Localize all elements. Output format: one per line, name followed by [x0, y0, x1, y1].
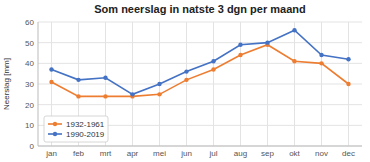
legend-box	[44, 116, 108, 142]
data-point	[76, 94, 80, 98]
legend-marker	[53, 132, 57, 136]
data-point	[76, 78, 80, 82]
data-point	[265, 40, 269, 44]
data-point	[319, 61, 323, 65]
y-axis-label: Neerslag [mm]	[2, 58, 11, 110]
chart-title: Som neerslag in natste 3 dgn per maand	[94, 3, 306, 15]
y-tick-label: 0	[30, 142, 35, 151]
y-grid-line	[38, 104, 362, 105]
data-point	[346, 82, 350, 86]
data-point	[184, 78, 188, 82]
data-point	[346, 57, 350, 61]
y-tick-label: 20	[25, 101, 34, 110]
data-point	[157, 82, 161, 86]
x-tick-label: mrt	[100, 149, 112, 158]
y-grid-line	[38, 84, 362, 85]
y-tick-label: 50	[25, 39, 34, 48]
x-tick-label: apr	[127, 149, 139, 158]
y-grid-line	[38, 42, 362, 43]
x-tick-label: mei	[153, 149, 166, 158]
x-grid-line	[321, 22, 322, 146]
y-grid-line	[38, 22, 362, 23]
y-tick-label: 30	[25, 80, 34, 89]
data-point	[184, 69, 188, 73]
y-tick-label: 40	[25, 59, 34, 68]
series-line	[52, 45, 349, 97]
y-tick-label: 60	[25, 18, 34, 27]
x-tick-label: aug	[234, 149, 247, 158]
legend-label: 1990-2019	[66, 130, 105, 139]
x-tick-label: dec	[342, 149, 355, 158]
x-tick-label: jan	[45, 149, 57, 158]
x-tick-label: jun	[180, 149, 192, 158]
y-tick-label: 10	[25, 121, 34, 130]
legend-label: 1932-1961	[66, 120, 105, 129]
x-grid-line	[213, 22, 214, 146]
x-tick-label: jul	[208, 149, 217, 158]
data-point	[157, 92, 161, 96]
x-tick-label: nov	[315, 149, 328, 158]
series-line	[52, 30, 349, 94]
x-grid-line	[294, 22, 295, 146]
x-tick-label: sep	[261, 149, 274, 158]
data-point	[238, 53, 242, 57]
legend: 1932-19611990-2019	[44, 116, 108, 142]
data-point	[319, 53, 323, 57]
data-point	[130, 92, 134, 96]
chart: 0 10 20 30 40 50 60 jan feb mrt apr mei jun jul aug sep…	[0, 0, 370, 162]
data-point	[49, 67, 53, 71]
chart-container: 0 10 20 30 40 50 60 jan feb mrt apr mei jun jul aug sep…	[0, 0, 370, 162]
y-axis-line	[38, 22, 39, 146]
grid	[38, 22, 362, 146]
data-point	[292, 59, 296, 63]
x-tick-label: okt	[289, 149, 300, 158]
data-point	[49, 80, 53, 84]
y-grid-line	[38, 146, 362, 147]
data-point	[103, 76, 107, 80]
data-point	[211, 59, 215, 63]
x-axis-line	[38, 146, 362, 147]
plot-area	[49, 28, 350, 99]
x-grid-line	[186, 22, 187, 146]
x-grid-line	[240, 22, 241, 146]
legend-marker	[53, 122, 57, 126]
data-point	[292, 28, 296, 32]
x-tick-label: feb	[73, 149, 85, 158]
data-point	[103, 94, 107, 98]
data-point	[238, 43, 242, 47]
x-grid-line	[132, 22, 133, 146]
data-point	[211, 67, 215, 71]
